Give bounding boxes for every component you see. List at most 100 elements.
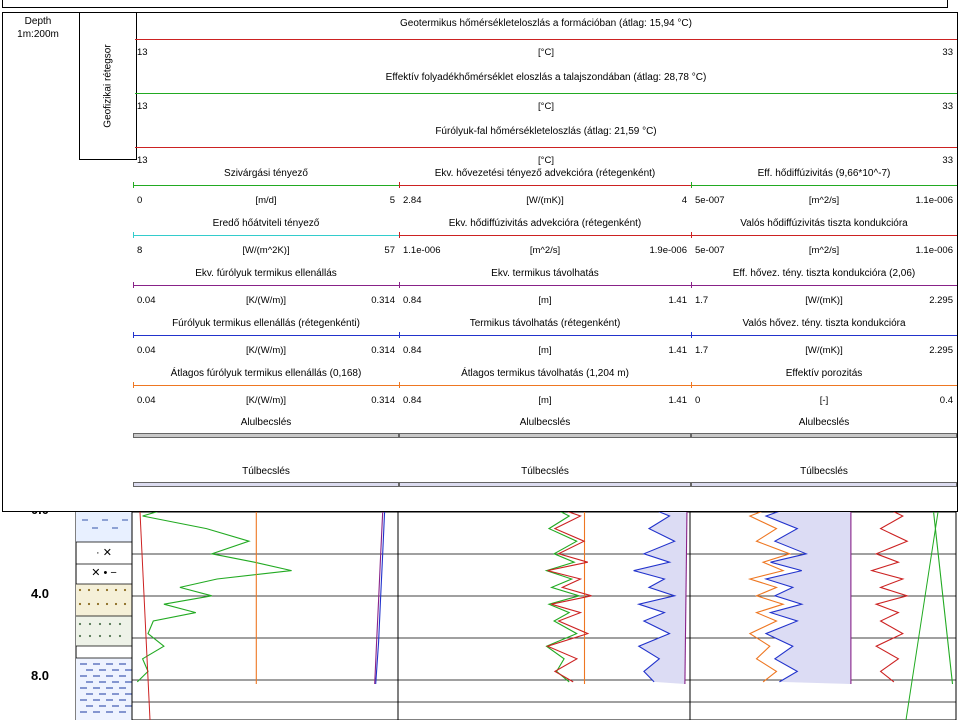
- lithology-symbol: ✕ • −: [91, 567, 117, 579]
- track-min: 0.84: [403, 345, 422, 356]
- track-min: 1.1e-006: [403, 245, 441, 256]
- overestimate-label: Túlbecslés: [242, 466, 290, 477]
- wide-track-scale-line: [135, 147, 957, 148]
- fluid-temperature-line: [905, 511, 939, 721]
- lithology-dot: [98, 622, 102, 626]
- track-max: 1.1e-006: [915, 245, 953, 256]
- underestimate-bar: [691, 433, 957, 438]
- depth-label: 4.0: [31, 586, 49, 601]
- track-tick-left: [133, 282, 134, 288]
- lithology-dot: [105, 602, 109, 606]
- log-plot-svg: · ✕ ✕ • − 0.0 4.0 8.0: [31, 473, 957, 721]
- track-unit: [m]: [538, 395, 552, 406]
- wide-track-unit: [°C]: [538, 155, 554, 166]
- track-scale-line: [691, 235, 957, 236]
- lithology-dot: [87, 602, 91, 606]
- track-unit: [m/d]: [255, 195, 277, 206]
- lithology-dot: [78, 602, 82, 606]
- lithology-dot: [88, 622, 92, 626]
- track-tick-left: [691, 182, 692, 188]
- wide-track-scale-line: [135, 93, 957, 94]
- track-tick-left: [691, 232, 692, 238]
- track-unit: [W/(m^2K)]: [242, 245, 290, 256]
- series-line: [136, 477, 292, 683]
- lithology-layer-sandy-clay: [76, 512, 132, 542]
- track-min: 0.84: [403, 395, 422, 406]
- track-min: 0.04: [137, 395, 156, 406]
- overestimate-shading: [766, 474, 851, 684]
- track-title: Fúrólyuk termikus ellenállás (rétegenkén…: [172, 318, 360, 329]
- lithology-dot: [108, 622, 112, 626]
- underestimate-label: Alulbecslés: [240, 417, 292, 428]
- lithology-dot: [78, 634, 82, 638]
- wide-track-max: 33: [942, 47, 953, 58]
- wide-track-min: 13: [137, 155, 148, 166]
- wide-track-min: 13: [137, 101, 148, 112]
- depth-column-header: Depth 1m:200m: [3, 15, 73, 41]
- track-max: 5: [389, 195, 395, 206]
- track-frame: [397, 511, 691, 721]
- track-scale-line: [133, 285, 399, 286]
- depth-title: Depth: [24, 16, 52, 27]
- track-unit: [W/(mK)]: [805, 295, 843, 306]
- track-tick-left: [133, 232, 134, 238]
- lithology-symbol: · ✕: [96, 547, 112, 559]
- series-line: [633, 477, 677, 683]
- track-min: 0: [695, 395, 701, 406]
- formation-temperature-line: [139, 511, 151, 721]
- overestimate-bar: [133, 482, 399, 487]
- track-unit: [W/(mK)]: [526, 195, 564, 206]
- track-scale-line: [399, 385, 691, 386]
- series-line: [538, 477, 582, 683]
- track-min: 0.04: [137, 295, 156, 306]
- track-max: 2.295: [929, 295, 953, 306]
- overestimate-bar: [399, 482, 691, 487]
- track-title: Valós hődiffúzivitás tiszta kondukcióra: [740, 218, 908, 229]
- track-tick-left: [691, 382, 692, 388]
- track-scale-line: [133, 335, 399, 336]
- track-scale-line: [691, 185, 957, 186]
- overestimate-shading: [633, 474, 688, 684]
- lithology-dot: [78, 588, 82, 592]
- lithology-layer-silt: [76, 616, 132, 646]
- track-unit: [m^2/s]: [808, 195, 840, 206]
- track-max: 4: [681, 195, 687, 206]
- lithology-dot: [118, 622, 122, 626]
- track-unit: [m]: [538, 295, 552, 306]
- series-line: [542, 477, 592, 683]
- track-max: 1.41: [668, 345, 688, 356]
- lithology-dot: [87, 588, 91, 592]
- track-tick-left: [399, 382, 400, 388]
- track-max: 57: [384, 245, 395, 256]
- track-scale-line: [133, 385, 399, 386]
- lithology-dot: [96, 602, 100, 606]
- track-min: 8: [137, 245, 143, 256]
- track-title: Termikus távolhatás (rétegenként): [469, 318, 621, 329]
- track-tick-left: [399, 182, 400, 188]
- track-unit: [m^2/s]: [529, 245, 561, 256]
- wide-track-title: Geotermikus hőmérsékleteloszlás a formác…: [400, 18, 692, 29]
- series-line: [928, 473, 954, 685]
- underestimate-label: Alulbecslés: [519, 417, 571, 428]
- track-tick-left: [399, 232, 400, 238]
- track-unit: [-]: [819, 395, 829, 406]
- track-unit: [K/(W/m)]: [245, 345, 287, 356]
- track-min: 0.84: [403, 295, 422, 306]
- top-toolbar-strip: [2, 0, 948, 8]
- lithology-layer-clay: [76, 658, 132, 720]
- track-title: Ekv. hődiffúzivitás advekcióra (rétegenk…: [448, 218, 642, 229]
- lithology-dot: [118, 634, 122, 638]
- track-tick-left: [399, 282, 400, 288]
- track-min: 0.04: [137, 345, 156, 356]
- lithology-dot: [114, 588, 118, 592]
- track-max: 0.314: [371, 395, 395, 406]
- wide-track-title: Fúrólyuk-fal hőmérsékleteloszlás (átlag:…: [435, 126, 657, 137]
- track-frame: [131, 511, 399, 721]
- wide-track-unit: [°C]: [538, 101, 554, 112]
- track-tick-left: [133, 182, 134, 188]
- lithology-dot: [96, 588, 100, 592]
- track-max: 1.9e-006: [649, 245, 687, 256]
- track-title: Ekv. fúrólyuk termikus ellenállás: [195, 268, 337, 279]
- track-max: 1.41: [668, 395, 688, 406]
- lithology-dot: [105, 588, 109, 592]
